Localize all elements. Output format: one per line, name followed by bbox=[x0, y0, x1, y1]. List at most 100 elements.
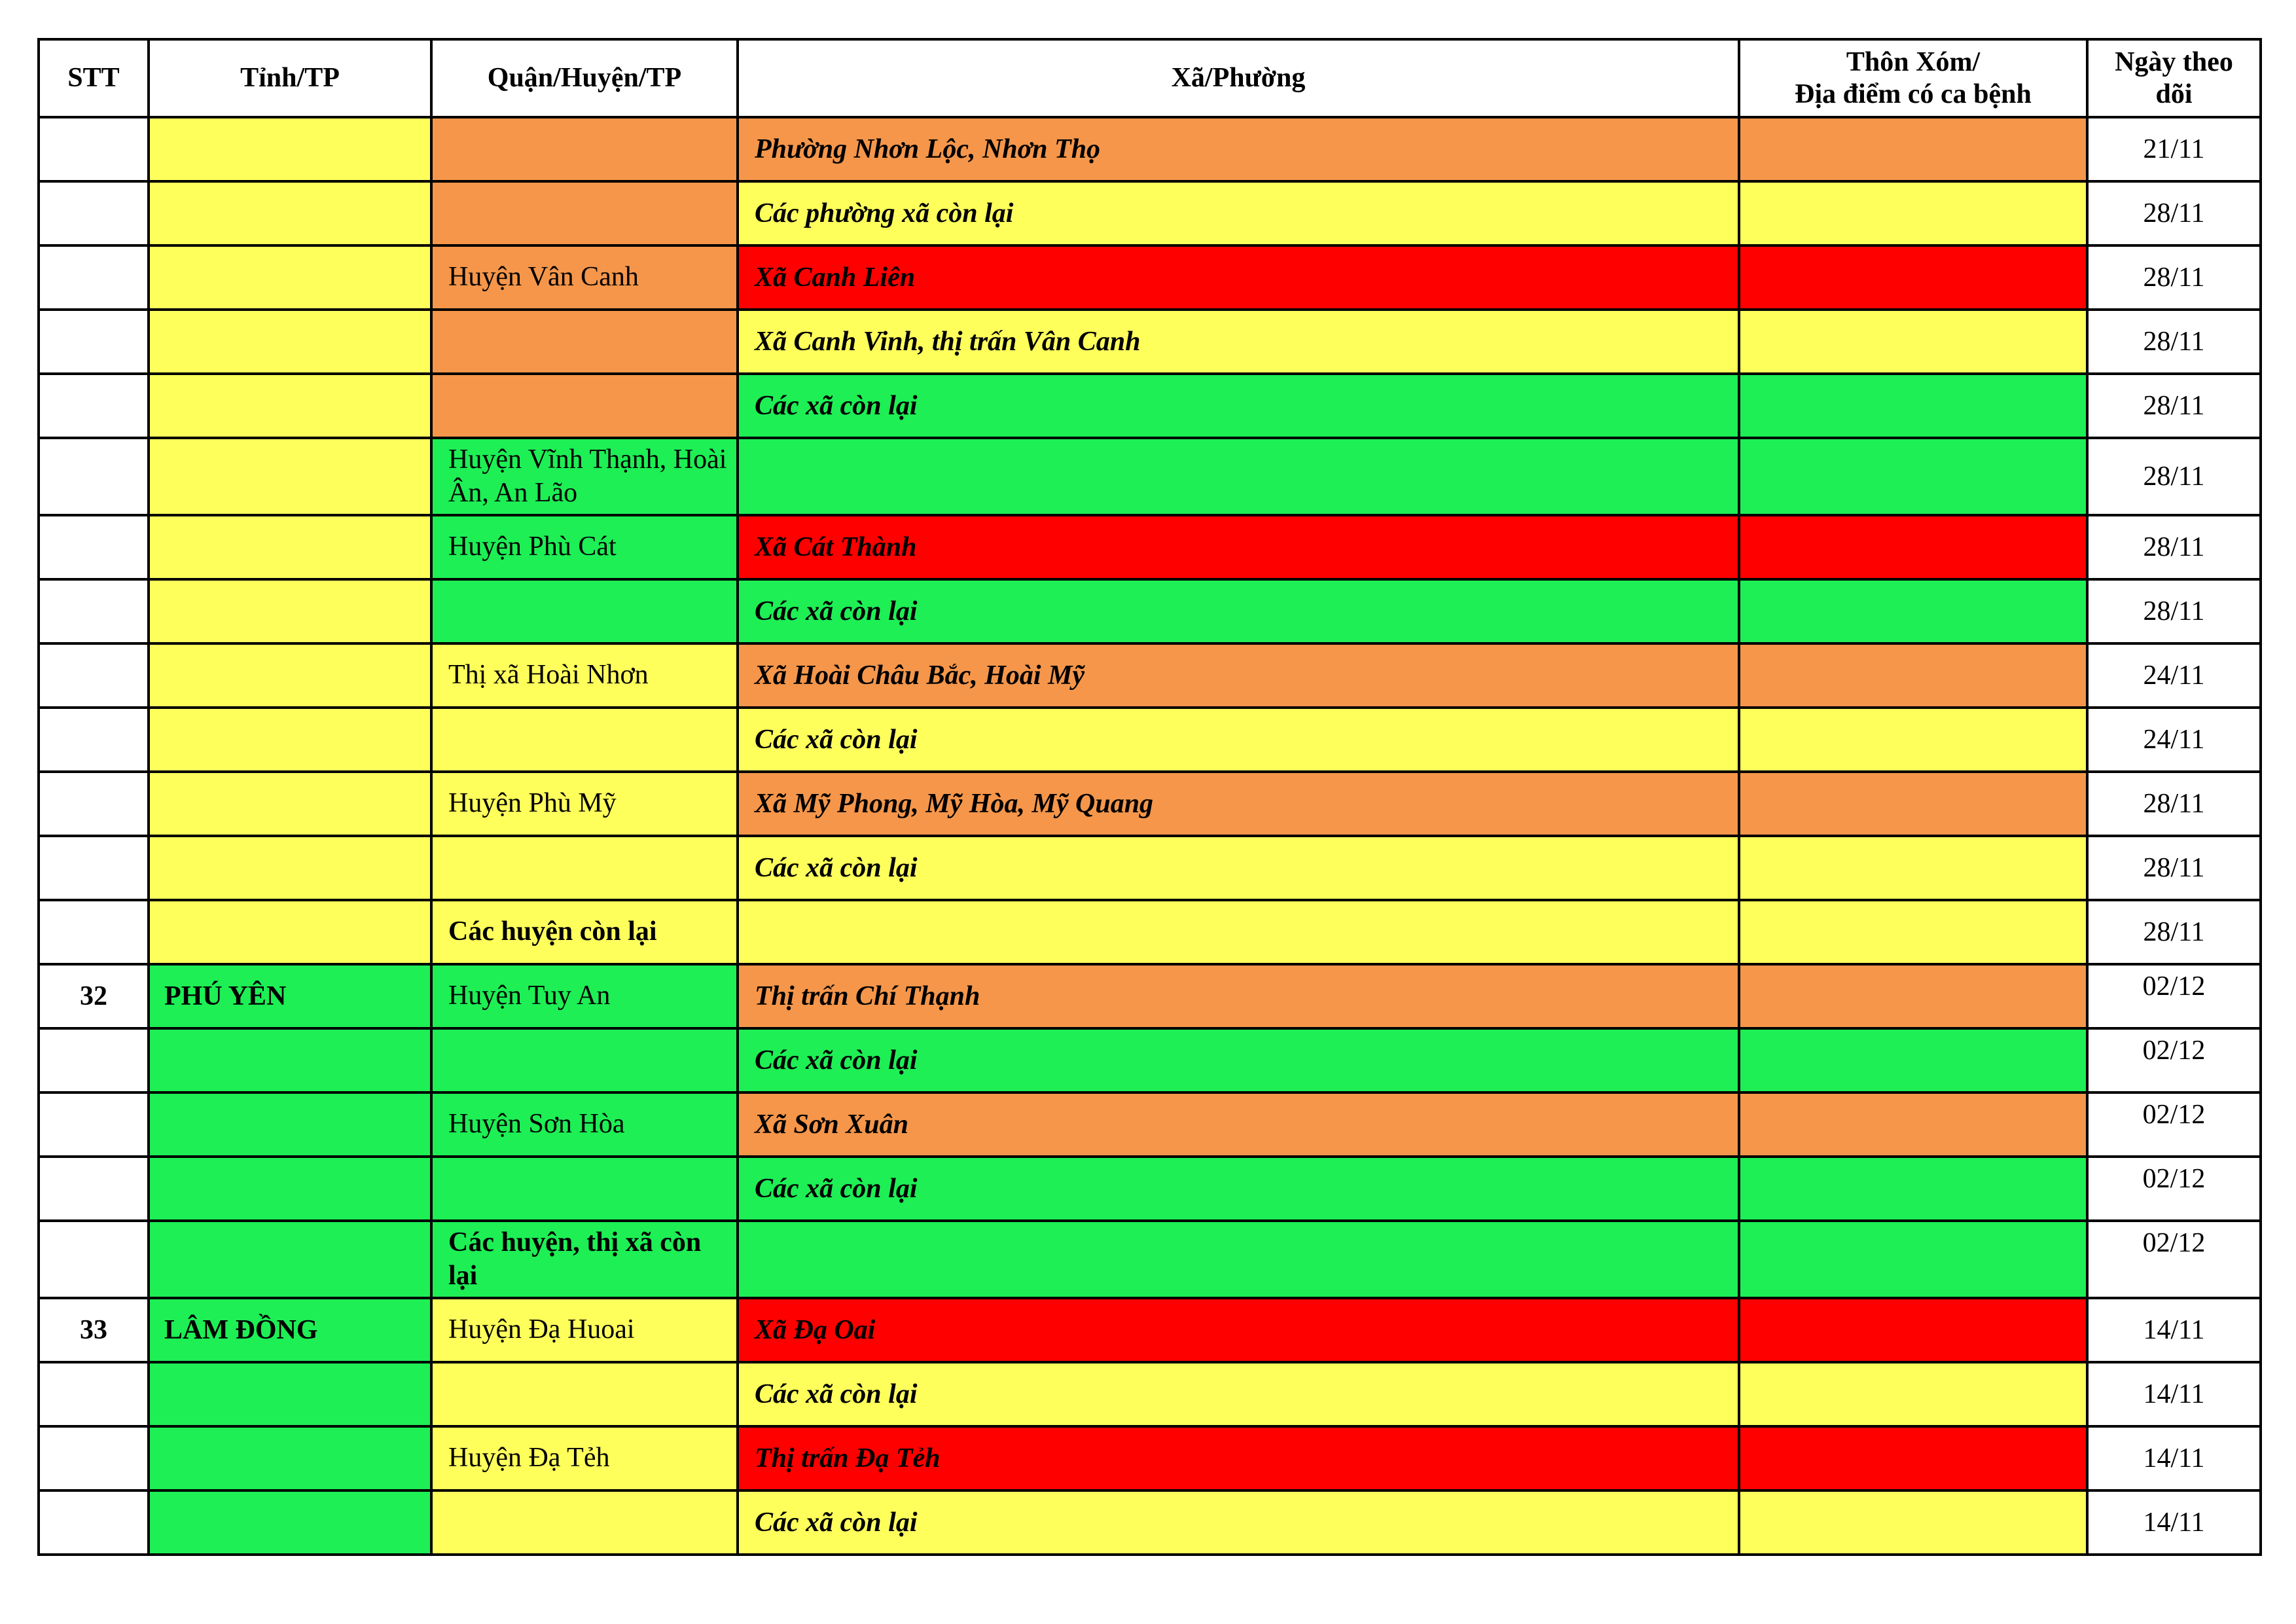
stt-cell bbox=[37, 835, 150, 901]
hamlet-cell bbox=[1738, 1297, 2089, 1363]
table-header: STT Tỉnh/TP Quận/Huyện/TP Xã/Phường Thôn… bbox=[37, 38, 2262, 118]
hamlet-cell bbox=[1738, 706, 2089, 773]
district-cell bbox=[430, 578, 739, 645]
district-cell bbox=[430, 116, 739, 183]
table-row: Thị xã Hoài Nhơn Xã Hoài Châu Bắc, Hoài M… bbox=[37, 642, 2262, 709]
ward-cell: Xã Canh Liên bbox=[736, 244, 1740, 311]
stt-cell bbox=[37, 1489, 150, 1556]
stt-cell bbox=[37, 1361, 150, 1428]
header-row: STT Tỉnh/TP Quận/Huyện/TP Xã/Phường Thôn… bbox=[37, 38, 2262, 118]
date-cell: 28/11 bbox=[2086, 308, 2262, 375]
header-date: Ngày theo dõi bbox=[2086, 38, 2262, 118]
province-cell bbox=[147, 1425, 433, 1492]
district-cell bbox=[430, 706, 739, 773]
date-cell: 28/11 bbox=[2086, 770, 2262, 837]
district-cell bbox=[430, 180, 739, 247]
stt-cell: 32 bbox=[37, 963, 150, 1030]
header-ward: Xã/Phường bbox=[736, 38, 1740, 118]
ward-cell: Các xã còn lại bbox=[736, 706, 1740, 773]
province-cell bbox=[147, 116, 433, 183]
stt-cell bbox=[37, 1027, 150, 1094]
table-row: Các huyện, thị xã còn lại 02/12 bbox=[37, 1219, 2262, 1299]
province-cell bbox=[147, 1219, 433, 1299]
hamlet-cell bbox=[1738, 1155, 2089, 1222]
hamlet-cell bbox=[1738, 244, 2089, 311]
province-cell bbox=[147, 835, 433, 901]
date-cell: 28/11 bbox=[2086, 437, 2262, 516]
province-cell: LÂM ĐỒNG bbox=[147, 1297, 433, 1363]
stt-cell bbox=[37, 1155, 150, 1222]
hamlet-cell bbox=[1738, 642, 2089, 709]
ward-cell: Các xã còn lại bbox=[736, 1027, 1740, 1094]
stt-cell bbox=[37, 437, 150, 516]
stt-cell: 33 bbox=[37, 1297, 150, 1363]
district-cell: Huyện Sơn Hòa bbox=[430, 1091, 739, 1158]
table-row: Xã Canh Vinh, thị trấn Vân Canh 28/11 bbox=[37, 308, 2262, 375]
date-cell: 28/11 bbox=[2086, 180, 2262, 247]
ward-cell: Xã Hoài Châu Bắc, Hoài Mỹ bbox=[736, 642, 1740, 709]
hamlet-cell bbox=[1738, 1361, 2089, 1428]
date-cell: 21/11 bbox=[2086, 116, 2262, 183]
district-cell: Huyện Vĩnh Thạnh, Hoài Ân, An Lão bbox=[430, 437, 739, 516]
table-row: Các phường xã còn lại 28/11 bbox=[37, 180, 2262, 247]
date-cell: 02/12 bbox=[2086, 1027, 2262, 1094]
stt-cell bbox=[37, 770, 150, 837]
ward-cell: Các xã còn lại bbox=[736, 835, 1740, 901]
province-cell bbox=[147, 1027, 433, 1094]
province-cell bbox=[147, 514, 433, 581]
hamlet-cell bbox=[1738, 116, 2089, 183]
table-row: Huyện Vân Canh Xã Canh Liên 28/11 bbox=[37, 244, 2262, 311]
district-cell bbox=[430, 372, 739, 439]
district-cell: Các huyện còn lại bbox=[430, 899, 739, 965]
ward-cell: Phường Nhơn Lộc, Nhơn Thọ bbox=[736, 116, 1740, 183]
table-body: Phường Nhơn Lộc, Nhơn Thọ 21/11 Các phường… bbox=[37, 116, 2262, 1556]
hamlet-cell bbox=[1738, 308, 2089, 375]
date-cell: 14/11 bbox=[2086, 1297, 2262, 1363]
date-cell: 02/12 bbox=[2086, 1155, 2262, 1222]
hamlet-cell bbox=[1738, 514, 2089, 581]
date-cell: 24/11 bbox=[2086, 642, 2262, 709]
district-cell bbox=[430, 1361, 739, 1428]
ward-cell: Xã Mỹ Phong, Mỹ Hòa, Mỹ Quang bbox=[736, 770, 1740, 837]
province-cell bbox=[147, 642, 433, 709]
ward-cell: Các xã còn lại bbox=[736, 372, 1740, 439]
date-cell: 28/11 bbox=[2086, 514, 2262, 581]
date-cell: 02/12 bbox=[2086, 1219, 2262, 1299]
table-row: Các xã còn lại 28/11 bbox=[37, 835, 2262, 901]
table-row: Huyện Vĩnh Thạnh, Hoài Ân, An Lão 28/11 bbox=[37, 437, 2262, 516]
table-row: Các xã còn lại 14/11 bbox=[37, 1361, 2262, 1428]
ward-cell bbox=[736, 899, 1740, 965]
ward-cell: Thị trấn Đạ Tẻh bbox=[736, 1425, 1740, 1492]
hamlet-cell bbox=[1738, 1091, 2089, 1158]
district-cell: Huyện Đạ Tẻh bbox=[430, 1425, 739, 1492]
header-district: Quận/Huyện/TP bbox=[430, 38, 739, 118]
table-row: Huyện Sơn Hòa Xã Sơn Xuân 02/12 bbox=[37, 1091, 2262, 1158]
province-cell bbox=[147, 372, 433, 439]
covid-zoning-table: STT Tỉnh/TP Quận/Huyện/TP Xã/Phường Thôn… bbox=[37, 38, 2262, 1556]
date-cell: 28/11 bbox=[2086, 372, 2262, 439]
province-cell bbox=[147, 706, 433, 773]
district-cell: Huyện Phù Mỹ bbox=[430, 770, 739, 837]
header-stt: STT bbox=[37, 38, 150, 118]
hamlet-cell bbox=[1738, 578, 2089, 645]
table-row: Các huyện còn lại 28/11 bbox=[37, 899, 2262, 965]
date-cell: 24/11 bbox=[2086, 706, 2262, 773]
stt-cell bbox=[37, 899, 150, 965]
stt-cell bbox=[37, 180, 150, 247]
district-cell: Huyện Vân Canh bbox=[430, 244, 739, 311]
table-row: Phường Nhơn Lộc, Nhơn Thọ 21/11 bbox=[37, 116, 2262, 183]
stt-cell bbox=[37, 372, 150, 439]
province-cell bbox=[147, 1091, 433, 1158]
table-row: Huyện Đạ Tẻh Thị trấn Đạ Tẻh 14/11 bbox=[37, 1425, 2262, 1492]
stt-cell bbox=[37, 706, 150, 773]
province-cell bbox=[147, 1361, 433, 1428]
district-cell: Huyện Tuy An bbox=[430, 963, 739, 1030]
hamlet-cell bbox=[1738, 899, 2089, 965]
date-cell: 28/11 bbox=[2086, 578, 2262, 645]
table-row: Các xã còn lại 14/11 bbox=[37, 1489, 2262, 1556]
province-cell bbox=[147, 770, 433, 837]
ward-cell: Xã Sơn Xuân bbox=[736, 1091, 1740, 1158]
ward-cell: Các xã còn lại bbox=[736, 1489, 1740, 1556]
district-cell bbox=[430, 835, 739, 901]
province-cell: PHÚ YÊN bbox=[147, 963, 433, 1030]
